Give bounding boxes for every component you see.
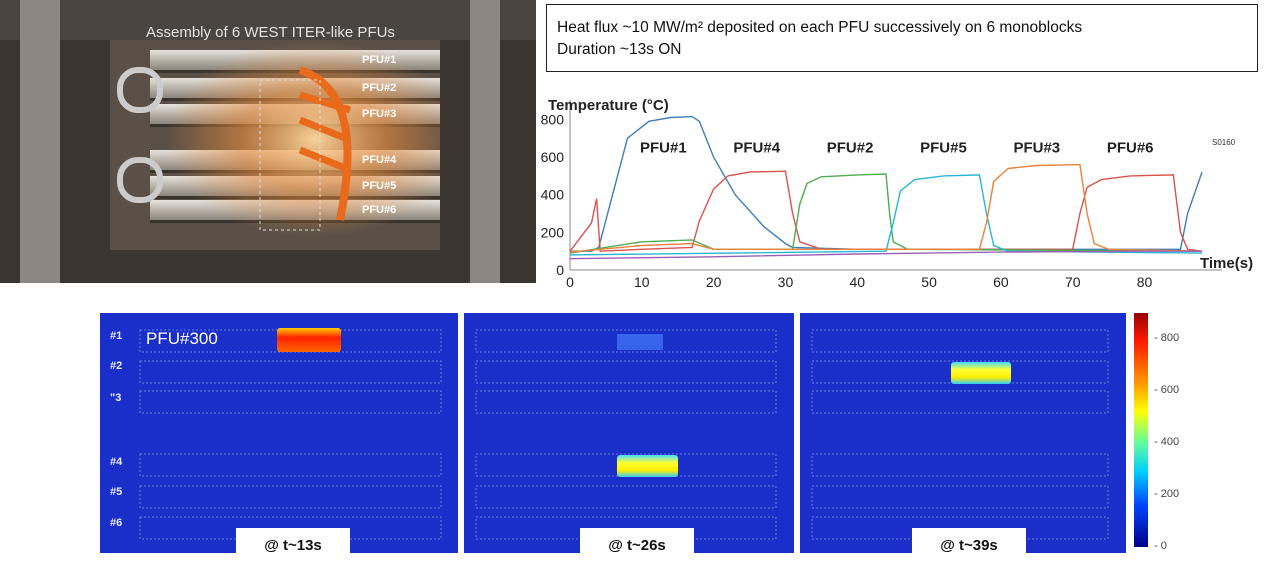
- photo-label-pfu-4: PFU#4: [362, 154, 397, 166]
- x-tick-label: 0: [566, 274, 574, 290]
- photo-label-pfu-5: PFU#5: [362, 180, 397, 192]
- x-tick-label: 10: [634, 274, 650, 290]
- photo-label-pfu-6: PFU#6: [362, 204, 397, 216]
- pfu-assembly-photo: Assembly of 6 WEST ITER-like PFUs PFU#1 P…: [0, 0, 536, 283]
- y-tick-label: 0: [556, 262, 564, 278]
- x-tick-label: 50: [921, 274, 937, 290]
- y-tick-label: 200: [541, 224, 565, 240]
- heat-row-label: "3: [110, 392, 122, 404]
- annotation-label: PFU#6: [1107, 140, 1154, 157]
- colorbar-tick-label: - 600: [1154, 384, 1180, 396]
- heat-row-label: #6: [110, 517, 123, 529]
- heat-panel-2: [464, 313, 794, 553]
- heat-row-label: #5: [110, 486, 123, 498]
- x-tick-label: 40: [849, 274, 865, 290]
- annotation-label: PFU#5: [920, 140, 967, 157]
- snapshot-label-1: @ t~13s: [236, 528, 350, 568]
- y-axis-label: Temperature (°C): [548, 97, 669, 114]
- series-side-label: S0160: [1212, 138, 1236, 147]
- series-line-3: [569, 173, 1203, 254]
- caption-line-2: Duration ~13s ON: [557, 41, 682, 58]
- colorbar-tick-label: - 400: [1154, 436, 1180, 448]
- photo-label-pfu-3: PFU#3: [362, 108, 397, 120]
- heat-row-label: #1: [110, 330, 123, 342]
- x-tick-label: 30: [778, 274, 794, 290]
- hotspot-pfu2: [951, 362, 1011, 384]
- x-axis-label: Time(s): [1200, 255, 1253, 272]
- series-line-2: [569, 170, 1203, 252]
- hotspot-pfu1: [277, 328, 341, 352]
- series-line-6: [569, 250, 1202, 260]
- heat-panel-1: [100, 313, 458, 553]
- colorbar-tick-label: - 800: [1154, 332, 1180, 344]
- annotation-label: PFU#1: [640, 140, 687, 157]
- photo-title: Assembly of 6 WEST ITER-like PFUs: [146, 24, 395, 41]
- caption-line-1: Heat flux ~10 MW/m² deposited on each PF…: [557, 19, 1083, 36]
- series-line-1: [570, 115, 1203, 252]
- heat-row-label: #2: [110, 360, 123, 372]
- heat-row-label: #4: [110, 456, 123, 468]
- hotspot-pfu4: [617, 455, 678, 477]
- x-tick-label: 80: [1137, 274, 1153, 290]
- colorbar-tick-label: - 0: [1154, 540, 1167, 552]
- colorbar-tick-label: - 200: [1154, 488, 1180, 500]
- annotation-label: PFU#2: [827, 140, 874, 157]
- y-tick-label: 800: [541, 111, 565, 127]
- temperature-chart: 0 10 20 30 40 50 60 70 800200400600800Temperatur…: [541, 97, 1253, 290]
- x-tick-label: 20: [706, 274, 722, 290]
- series-line-4: [569, 174, 1203, 256]
- heat-panel-3: [800, 313, 1126, 553]
- annotation-label: PFU#3: [1013, 140, 1060, 157]
- snapshot-label-2: @ t~26s: [580, 528, 694, 568]
- photo-label-pfu-2: PFU#2: [362, 82, 397, 94]
- y-tick-label: 600: [541, 149, 565, 165]
- x-tick-label: 70: [1065, 274, 1081, 290]
- photo-label-pfu-1: PFU#1: [362, 54, 397, 66]
- caption-box: Heat flux ~10 MW/m² deposited on each PF…: [546, 4, 1258, 72]
- snapshot-label-3: @ t~39s: [912, 528, 1026, 568]
- y-tick-label: 400: [541, 187, 565, 203]
- x-tick-label: 60: [993, 274, 1009, 290]
- colorbar: [1134, 313, 1148, 547]
- series-line-5: [569, 163, 1203, 253]
- heatmap-area: #1 #2 "3 #4 #5 #6 PFU#300 - 800 - 600 - 400 - 200 -…: [100, 310, 1274, 564]
- panel1-label: PFU#300: [146, 329, 218, 348]
- annotation-label: PFU#4: [733, 140, 780, 157]
